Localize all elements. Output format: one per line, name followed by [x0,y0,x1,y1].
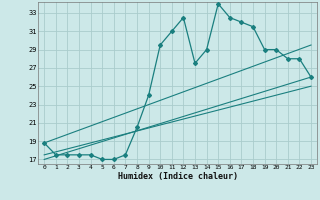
X-axis label: Humidex (Indice chaleur): Humidex (Indice chaleur) [118,172,238,181]
